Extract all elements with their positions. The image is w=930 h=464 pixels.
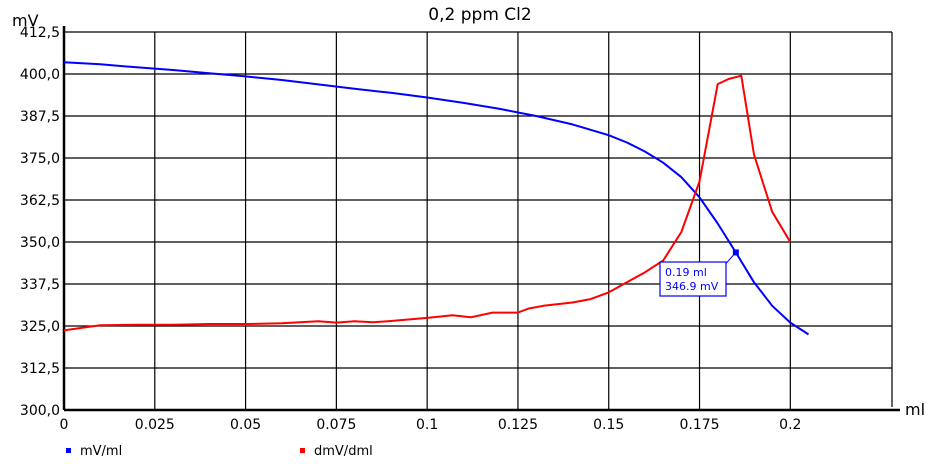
y-tick-label: 387,5 [20, 109, 60, 125]
x-tick-label: 0.175 [679, 417, 719, 433]
tick-labels: 300,0 312,5 325,0 337,5 350,0 362,5 375,0 387,5… [20, 25, 802, 433]
series-line-dmv-dml [63, 74, 792, 332]
legend-swatch [66, 448, 71, 453]
callout-text-line: 0.19 ml [665, 266, 707, 279]
y-tick-label: 400,0 [20, 67, 60, 83]
y-tick-label: 337,5 [20, 277, 60, 293]
legend-label: mV/ml [80, 444, 122, 459]
legend-swatch [300, 448, 305, 453]
x-axis-label: ml [905, 400, 925, 419]
series-lines [63, 61, 810, 336]
x-tick-label: 0.075 [316, 417, 356, 433]
chart-title: 0,2 ppm Cl2 [428, 5, 531, 25]
x-tick-label: 0.15 [593, 417, 624, 433]
legend: mV/ml dmV/dml [66, 444, 373, 459]
y-tick-label: 350,0 [20, 235, 60, 251]
callout-text-line: 346.9 mV [665, 280, 719, 293]
callout-marker [732, 249, 739, 256]
series-line-mv-ml [63, 61, 810, 336]
y-tick-label: 362,5 [20, 193, 60, 209]
y-axis-label: mV [12, 11, 39, 30]
grid [64, 31, 893, 410]
x-tick-label: 0.1 [416, 417, 438, 433]
x-tick-label: 0 [60, 417, 69, 433]
y-tick-label: 375,0 [20, 151, 60, 167]
x-tick-label: 0.2 [779, 417, 801, 433]
x-tick-label: 0.05 [230, 417, 261, 433]
y-tick-label: 325,0 [20, 319, 60, 335]
axes [62, 26, 900, 412]
y-tick-label: 300,0 [20, 403, 60, 419]
y-tick-label: 412,5 [20, 25, 60, 41]
x-tick-label: 0.125 [498, 417, 538, 433]
x-tick-label: 0.025 [135, 417, 175, 433]
callout-box [659, 261, 727, 297]
y-tick-label: 312,5 [20, 361, 60, 377]
legend-label: dmV/dml [314, 444, 373, 459]
